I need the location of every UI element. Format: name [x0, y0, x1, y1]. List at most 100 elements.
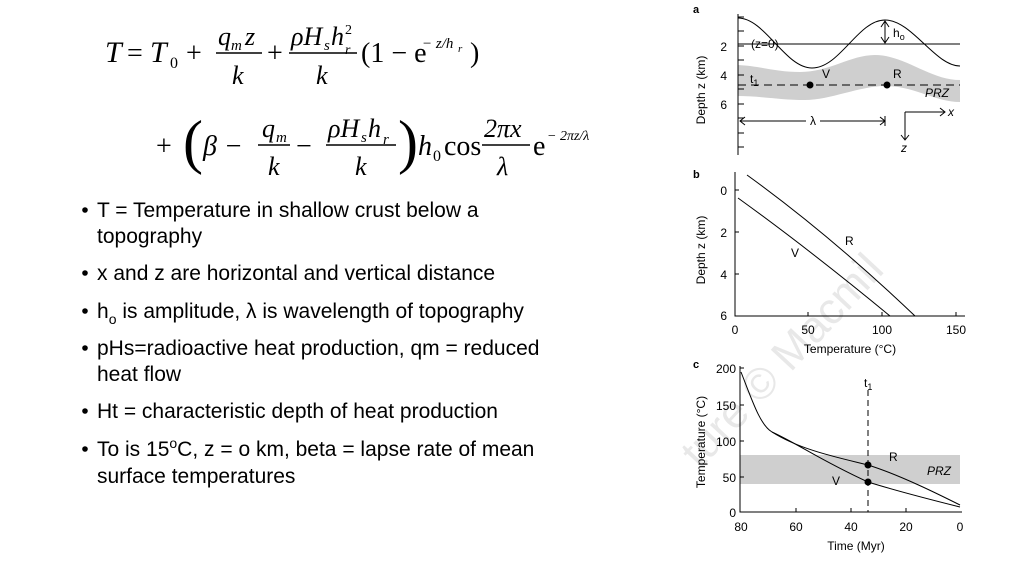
- equation: T = T 0 +q m zk+ρH s h 2rk(1 − e− z/h r)+(β −q mk−ρ…: [105, 22, 589, 181]
- bullet-dot: [82, 446, 88, 452]
- y-tick-label: 0: [720, 184, 727, 198]
- point-r: [864, 461, 872, 469]
- equation-symbol: cos: [444, 131, 481, 162]
- prz-band: [740, 455, 960, 484]
- r-label: R: [893, 67, 902, 81]
- equation-symbol: k: [355, 152, 367, 181]
- x-axis-label: Time (Myr): [827, 539, 885, 553]
- equation-symbol: r: [458, 43, 463, 55]
- point-v: [806, 81, 814, 89]
- t1-label: t1: [864, 376, 872, 392]
- y-tick-label: 2: [720, 40, 727, 54]
- equation-symbol: m: [276, 130, 287, 146]
- y-tick-label: 150: [716, 399, 736, 413]
- y-tick-label: 200: [716, 362, 736, 376]
- subscript: 1: [867, 382, 872, 392]
- equation-symbol: λ: [496, 152, 508, 181]
- y-tick-label: 6: [720, 309, 727, 323]
- x-tick-label: 20: [899, 520, 913, 534]
- x-tick-label: 0: [957, 520, 964, 534]
- y-tick-label: 2: [720, 226, 727, 240]
- prz-band: [738, 55, 960, 102]
- bullet-dot: [82, 408, 88, 414]
- bullet-text: topography: [97, 225, 203, 248]
- text-run: h: [893, 26, 900, 40]
- text-run: t: [864, 376, 868, 390]
- point-r: [883, 81, 891, 89]
- surface-label: (z=0): [751, 37, 779, 51]
- equation-symbol: r: [345, 43, 351, 58]
- topography-curve: [737, 17, 961, 69]
- amplitude-arrow: [880, 20, 890, 44]
- y-axis-label: Temperature (°C): [694, 396, 708, 488]
- bullet-dot: [82, 207, 88, 213]
- curve-r: [740, 371, 961, 506]
- equation-symbol: β −: [202, 131, 243, 162]
- bullet-dot: [82, 308, 88, 314]
- equation-symbol: 0: [170, 55, 178, 72]
- bullet-dot: [82, 270, 88, 276]
- equation-symbol: T: [150, 36, 169, 69]
- x-axis-label: Temperature (°C): [804, 342, 896, 356]
- text-run: t: [750, 72, 754, 86]
- bullet-text: pHs=radioactive heat production, qm = re…: [97, 337, 539, 360]
- bullet-text: T = Temperature in shallow crust below a: [97, 199, 479, 222]
- x-label: x: [947, 105, 955, 119]
- equation-symbol: +: [267, 38, 283, 69]
- text-run: C, z = o km, beta = lapse rate of mean: [177, 438, 534, 461]
- r-label: R: [889, 450, 898, 464]
- panel-label: a: [693, 4, 700, 16]
- axes: [734, 172, 965, 317]
- equation-symbol: =: [127, 38, 143, 69]
- y-tick-label: 4: [720, 268, 727, 282]
- text-run: is amplitude, λ is wavelength of topogra…: [116, 300, 524, 323]
- equation-symbol: q: [262, 114, 275, 143]
- axis-ticks: [738, 16, 744, 148]
- equation-symbol: − 2πz/λ: [547, 129, 589, 144]
- equation-symbol: 2πx: [484, 114, 522, 143]
- equation-symbol: h: [331, 22, 344, 51]
- v-label: V: [822, 67, 830, 81]
- equation-symbol: k: [268, 152, 280, 181]
- y-tick-label: 100: [716, 435, 736, 449]
- equation-symbol: k: [316, 61, 328, 90]
- equation-symbol: − z/h: [422, 36, 453, 52]
- subscript: o: [109, 311, 117, 327]
- axis-ticks: [735, 189, 957, 316]
- x-tick-label: 60: [789, 520, 803, 534]
- curve-v: [737, 197, 891, 317]
- bullet-text: Ht = characteristic depth of heat produc…: [97, 400, 498, 423]
- equation-symbol: (: [183, 109, 203, 175]
- v-label: V: [791, 246, 799, 260]
- z-label: z: [900, 141, 907, 155]
- equation-symbol: (1 − e: [361, 38, 427, 69]
- bullet-text: ho is amplitude, λ is wavelength of topo…: [97, 300, 524, 327]
- panel-c: c 200 150 100 50 0 80 60 40 20 0 Time (M…: [693, 359, 964, 553]
- t1-label: t1: [750, 72, 758, 88]
- x-tick-label: 0: [732, 323, 739, 337]
- curve-r: [746, 174, 916, 317]
- lambda-label: λ: [810, 114, 816, 128]
- x-tick-label: 150: [946, 323, 966, 337]
- equation-symbol: ): [470, 38, 479, 69]
- panel-a: a 2 4 6 Depth z (km) (z=0) t1 V R PRZ ho…: [693, 4, 961, 155]
- x-tick-label: 50: [801, 323, 815, 337]
- x-tick-label: 100: [872, 323, 892, 337]
- equation-symbol: e: [533, 131, 545, 162]
- point-v: [864, 478, 872, 486]
- subscript: 1: [753, 78, 758, 88]
- equation-symbol: z: [244, 22, 255, 51]
- label-bg: [806, 113, 820, 127]
- equation-symbol: +: [186, 38, 202, 69]
- bullet-dot: [82, 345, 88, 351]
- panel-b: b 0 2 4 6 0 50 100 150 Temperature (°C) …: [693, 169, 966, 356]
- bullet-text: heat flow: [97, 363, 182, 386]
- equation-symbol: s: [361, 130, 367, 146]
- axis-ticks: [740, 367, 907, 512]
- y-tick-label: 50: [723, 471, 737, 485]
- superscript: o: [169, 435, 177, 451]
- x-tick-label: 80: [734, 520, 748, 534]
